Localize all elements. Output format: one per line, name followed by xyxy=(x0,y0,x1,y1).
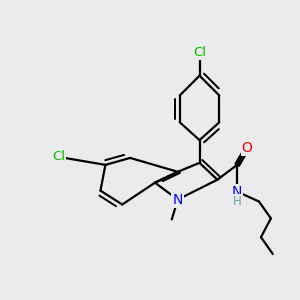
Text: N: N xyxy=(232,184,242,199)
Text: Cl: Cl xyxy=(193,46,206,59)
Text: N: N xyxy=(172,193,183,206)
Text: O: O xyxy=(242,141,253,155)
Text: Cl: Cl xyxy=(52,150,65,164)
Text: H: H xyxy=(233,195,242,208)
